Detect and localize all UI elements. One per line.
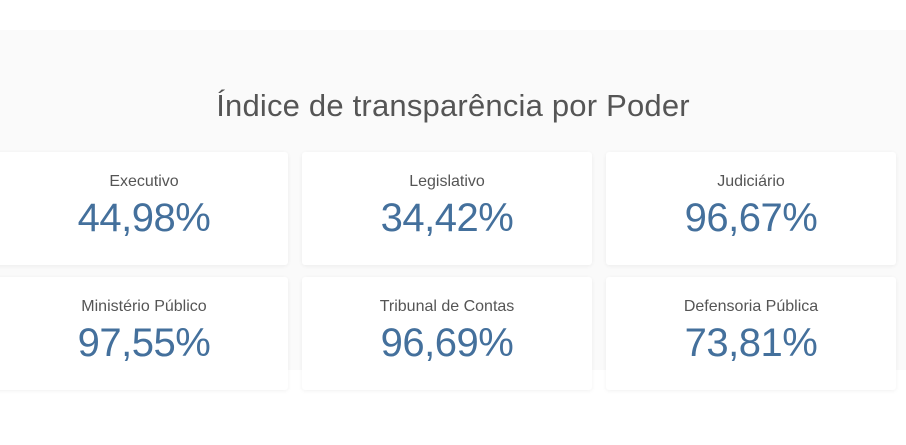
card-ministerio-publico[interactable]: Ministério Público 97,55% [0, 277, 288, 390]
card-judiciario[interactable]: Judiciário 96,67% [606, 152, 896, 265]
card-executivo[interactable]: Executivo 44,98% [0, 152, 288, 265]
card-label: Legislativo [409, 173, 485, 190]
card-value: 73,81% [684, 321, 818, 365]
card-value: 34,42% [380, 196, 514, 240]
top-strip [0, 0, 906, 30]
card-value: 44,98% [77, 196, 211, 240]
card-value: 97,55% [77, 321, 211, 365]
card-label: Tribunal de Contas [379, 298, 515, 315]
card-label: Ministério Público [81, 298, 207, 315]
transparency-section: Índice de transparência por Poder Execut… [0, 30, 906, 390]
card-label: Defensoria Pública [683, 298, 819, 315]
transparency-cards-grid: Executivo 44,98% Legislativo 34,42% Judi… [0, 152, 896, 390]
card-defensoria-publica[interactable]: Defensoria Pública 73,81% [606, 277, 896, 390]
card-label: Executivo [109, 173, 179, 190]
card-tribunal-de-contas[interactable]: Tribunal de Contas 96,69% [302, 277, 592, 390]
card-value: 96,69% [380, 321, 514, 365]
section-title: Índice de transparência por Poder [216, 88, 690, 123]
card-label: Judiciário [717, 173, 785, 190]
card-value: 96,67% [684, 196, 818, 240]
card-legislativo[interactable]: Legislativo 34,42% [302, 152, 592, 265]
